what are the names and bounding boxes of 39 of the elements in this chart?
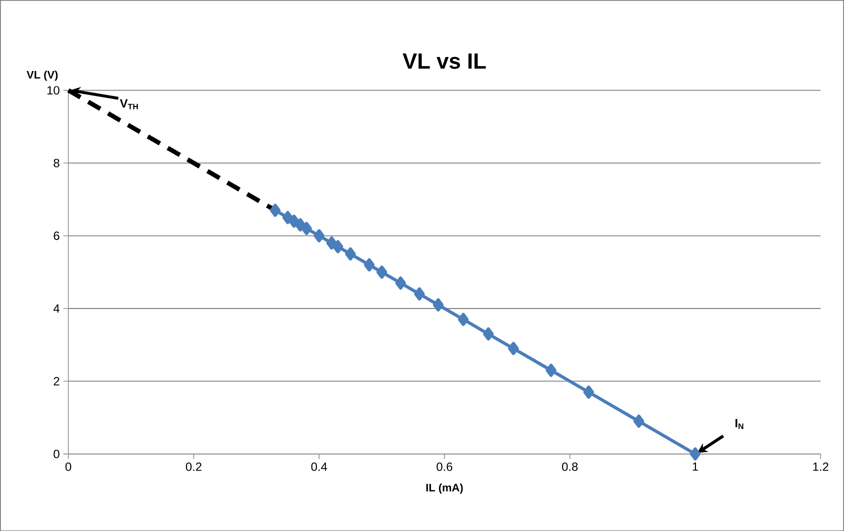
x-tick-label: 0.8 bbox=[562, 462, 578, 471]
point bbox=[332, 240, 344, 254]
point bbox=[546, 364, 556, 377]
point bbox=[294, 218, 306, 232]
point bbox=[376, 265, 388, 279]
y-axis-title: VL (V) bbox=[26, 70, 58, 81]
x-tick-label: 1 bbox=[692, 462, 698, 471]
x-tick-label: 0 bbox=[65, 462, 72, 471]
x-tick-label: 0.4 bbox=[311, 462, 328, 471]
point bbox=[314, 229, 324, 242]
y-tick-label: 10 bbox=[47, 86, 60, 94]
point bbox=[458, 312, 469, 326]
point bbox=[326, 236, 337, 250]
point bbox=[345, 247, 356, 260]
annotation: I$_{N}$ bbox=[736, 418, 744, 429]
point bbox=[395, 276, 406, 290]
point bbox=[282, 210, 294, 224]
y-tick-label: 4 bbox=[53, 304, 60, 312]
point bbox=[508, 342, 519, 355]
chart-title: VL vs IL bbox=[402, 53, 486, 69]
point bbox=[633, 414, 644, 428]
x-axis-title: IL (mA) bbox=[426, 483, 463, 494]
y-tick-label: 2 bbox=[54, 376, 60, 386]
y-tick-label: 6 bbox=[54, 231, 60, 240]
y-tick-label: 0 bbox=[54, 450, 60, 458]
point bbox=[288, 214, 300, 228]
annotation: V$_{TH}$ bbox=[120, 99, 138, 110]
x-tick-label: 1.2 bbox=[813, 462, 828, 471]
x-tick-label: 0.6 bbox=[436, 462, 452, 471]
point bbox=[270, 204, 281, 217]
x-tick-label: 0.2 bbox=[186, 462, 202, 471]
point bbox=[301, 222, 312, 235]
y-tick-label: 8 bbox=[54, 158, 60, 168]
point bbox=[483, 327, 494, 340]
point bbox=[432, 298, 444, 312]
point bbox=[583, 385, 594, 399]
point bbox=[364, 258, 375, 272]
point bbox=[690, 447, 701, 460]
point bbox=[414, 287, 425, 300]
